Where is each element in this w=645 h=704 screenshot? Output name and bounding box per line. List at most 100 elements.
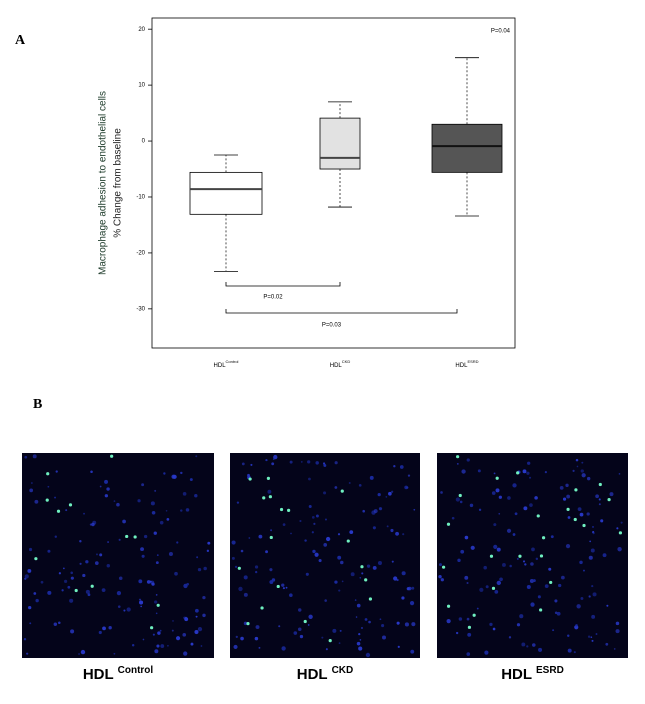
cell — [322, 462, 326, 465]
cell — [521, 642, 526, 647]
cell — [567, 648, 572, 653]
cell — [616, 527, 619, 530]
adherent-cell — [328, 639, 332, 643]
cell — [558, 583, 562, 588]
cell — [377, 493, 381, 497]
adherent-cell — [516, 471, 520, 475]
cell — [194, 629, 199, 635]
cell — [258, 646, 261, 649]
cell — [457, 558, 461, 563]
cell — [299, 519, 302, 523]
cell — [79, 562, 82, 565]
cell — [79, 540, 82, 543]
cell — [54, 496, 57, 499]
cell — [411, 622, 416, 627]
y-tick-label: 0 — [142, 139, 146, 145]
adherent-cell — [472, 613, 476, 617]
cell — [440, 578, 444, 582]
cell — [466, 652, 471, 656]
cell — [172, 474, 177, 479]
cell — [592, 532, 595, 535]
cell — [108, 626, 112, 630]
cell — [529, 503, 533, 507]
cell — [113, 652, 116, 655]
cell — [478, 508, 482, 512]
adherent-cell — [133, 535, 137, 539]
adherent-cell — [573, 517, 577, 522]
cell — [153, 531, 157, 535]
adherent-cell — [582, 523, 586, 528]
cell — [102, 626, 106, 631]
cell — [359, 576, 362, 579]
cell — [395, 531, 399, 536]
cell — [197, 567, 202, 572]
annotation: P=0.03 — [322, 323, 342, 329]
cell — [399, 465, 404, 469]
adherent-cell — [56, 509, 61, 513]
cell — [575, 458, 579, 462]
cell — [80, 649, 86, 655]
cell — [285, 586, 288, 589]
y-tick-label: 10 — [138, 83, 145, 89]
cell — [522, 560, 526, 563]
cell — [579, 560, 583, 565]
cell — [89, 523, 92, 526]
cell — [23, 638, 27, 641]
cell — [338, 642, 341, 644]
cell — [231, 540, 236, 545]
cell — [69, 598, 74, 603]
cell — [240, 636, 244, 641]
label-main: HDL — [455, 363, 468, 369]
cell — [104, 479, 109, 484]
cell — [26, 652, 29, 655]
adherent-cell — [279, 507, 284, 512]
cell — [358, 646, 363, 651]
cell — [373, 509, 378, 514]
cell — [535, 557, 539, 561]
cell — [118, 576, 123, 580]
cell — [255, 570, 258, 574]
cell — [460, 549, 465, 554]
cell — [583, 569, 585, 572]
cell — [595, 494, 599, 499]
cell — [544, 584, 549, 589]
cell — [407, 586, 412, 591]
adherent-cell — [495, 476, 499, 480]
cell — [27, 568, 32, 573]
cell — [361, 572, 364, 575]
cell — [183, 651, 188, 656]
cell — [356, 603, 361, 608]
cell — [595, 633, 598, 635]
cell — [559, 486, 564, 490]
cell — [586, 512, 590, 516]
cell — [157, 631, 161, 635]
cell — [527, 461, 531, 465]
cell — [141, 554, 145, 558]
cell — [526, 471, 530, 475]
cell — [282, 523, 286, 527]
cell — [617, 546, 622, 552]
cell — [313, 522, 316, 525]
cell — [573, 651, 576, 654]
cell — [581, 461, 584, 464]
cell — [289, 460, 293, 464]
cell — [58, 572, 62, 575]
cell — [70, 629, 75, 634]
cell — [300, 461, 303, 463]
cell — [307, 624, 310, 626]
cell — [508, 636, 512, 639]
cell — [496, 547, 501, 552]
cell — [372, 526, 376, 530]
cell — [196, 556, 199, 559]
label-sup: ESRD — [536, 665, 564, 676]
cell — [269, 580, 274, 584]
cell — [298, 608, 302, 612]
cell — [113, 500, 116, 503]
adherent-cell — [607, 497, 611, 502]
cell — [150, 501, 155, 506]
cell — [180, 509, 183, 512]
cell — [359, 639, 362, 641]
cell — [519, 614, 524, 619]
cell — [96, 553, 98, 556]
